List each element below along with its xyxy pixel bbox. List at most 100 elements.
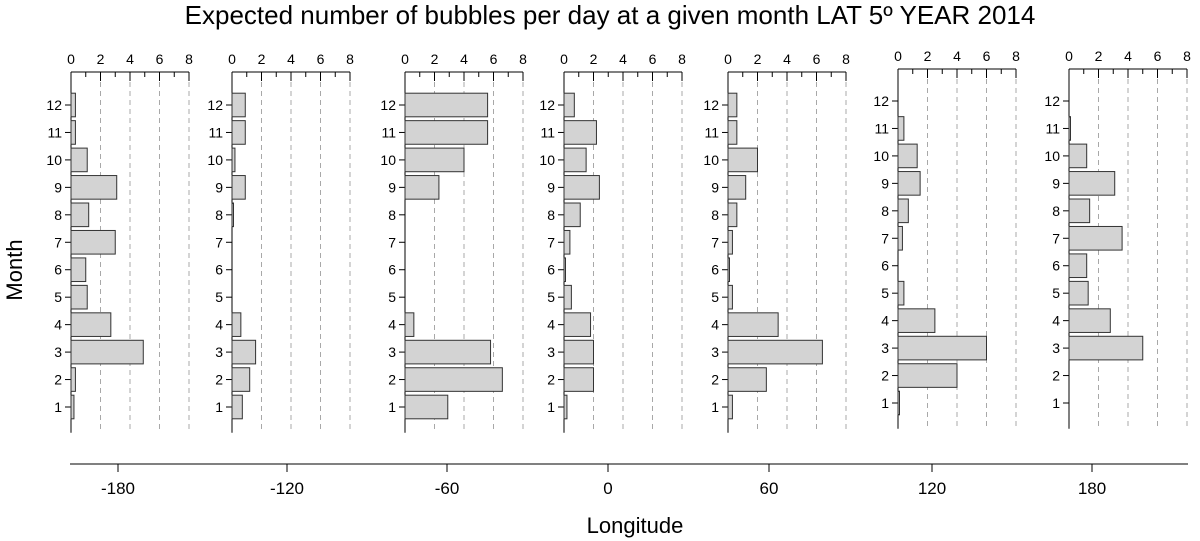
longitude-tick-label: -120 (270, 479, 304, 498)
bar (727, 229, 733, 255)
bubble-axis-tick-label: 6 (1154, 48, 1162, 64)
month-tick-label: 4 (547, 317, 555, 333)
month-tick-label: 1 (54, 399, 62, 415)
month-tick-label: 5 (547, 289, 555, 305)
bar (1068, 171, 1116, 196)
bar (70, 229, 116, 255)
bar (231, 202, 234, 228)
month-tick-label: 1 (388, 399, 396, 415)
month-tick-label: 3 (547, 344, 555, 360)
bar (231, 92, 246, 118)
month-tick-label: 9 (54, 179, 62, 195)
bar (231, 339, 257, 365)
bubble-axis-tick-label: 2 (590, 51, 598, 67)
bar (1068, 225, 1123, 251)
month-tick-label: 10 (703, 152, 719, 168)
bubble-axis-tick-label: 8 (842, 51, 850, 67)
month-tick-label: 5 (711, 289, 719, 305)
bar (1068, 116, 1071, 141)
bar (897, 335, 987, 361)
month-tick-label: 2 (881, 368, 889, 384)
bar (727, 257, 730, 283)
bar (563, 284, 572, 310)
bar (404, 339, 492, 365)
month-tick-label: 5 (881, 285, 889, 301)
month-tick-label: 1 (547, 399, 555, 415)
month-tick-label: 3 (1052, 340, 1060, 356)
month-tick-label: 2 (1052, 368, 1060, 384)
month-tick-label: 10 (207, 152, 223, 168)
month-tick-label: 9 (547, 179, 555, 195)
month-tick-label: 12 (1044, 93, 1060, 109)
month-tick-label: 11 (208, 124, 223, 140)
bubble-axis-tick-label: 4 (783, 51, 791, 67)
month-tick-label: 12 (380, 97, 396, 113)
month-tick-label: 3 (711, 344, 719, 360)
month-tick-label: 9 (881, 175, 889, 191)
bar (404, 92, 489, 118)
month-tick-label: 10 (1044, 148, 1060, 164)
month-tick-label: 7 (711, 234, 719, 250)
bar (727, 175, 747, 200)
month-tick-label: 8 (881, 203, 889, 219)
bubble-axis-tick-label: 4 (460, 51, 468, 67)
bar (70, 257, 87, 283)
bar (727, 367, 767, 392)
bar (1068, 253, 1088, 279)
month-tick-label: 4 (1052, 313, 1060, 329)
month-tick-label: 8 (388, 207, 396, 223)
bubble-axis-tick-label: 2 (97, 51, 105, 67)
month-tick-label: 7 (388, 234, 396, 250)
bar (1068, 308, 1111, 333)
month-tick-label: 11 (704, 124, 719, 140)
bar (70, 147, 88, 173)
month-tick-label: 2 (388, 372, 396, 388)
bar (897, 308, 936, 333)
bar (897, 225, 903, 251)
bubble-axis-tick-label: 0 (894, 48, 902, 64)
bar (1068, 335, 1144, 361)
bar (897, 390, 900, 416)
bar (404, 312, 415, 337)
bar (1068, 198, 1091, 224)
month-tick-label: 6 (215, 262, 223, 278)
longitude-tick-label: 0 (603, 479, 612, 498)
month-tick-label: 7 (1052, 230, 1060, 246)
bubble-axis-tick-label: 0 (228, 51, 236, 67)
bar (70, 312, 112, 337)
bar (70, 339, 144, 365)
bar (563, 92, 575, 118)
month-tick-label: 7 (54, 234, 62, 250)
month-tick-label: 9 (711, 179, 719, 195)
month-tick-label: 7 (547, 234, 555, 250)
bubble-axis-tick-label: 4 (126, 51, 134, 67)
x-axis-label: Longitude (587, 513, 684, 538)
bubble-axis-tick-label: 8 (1012, 48, 1020, 64)
bar (70, 367, 76, 392)
bar (563, 202, 581, 228)
bubble-axis-tick-label: 8 (1183, 48, 1191, 64)
bar (897, 171, 921, 196)
month-tick-label: 8 (215, 207, 223, 223)
month-tick-label: 6 (54, 262, 62, 278)
month-tick-label: 10 (873, 148, 889, 164)
month-tick-label: 3 (215, 344, 223, 360)
month-tick-label: 5 (1052, 285, 1060, 301)
bar (563, 367, 594, 392)
month-tick-label: 1 (1052, 395, 1060, 411)
bubble-axis-tick-label: 0 (67, 51, 75, 67)
bar (563, 312, 592, 337)
month-tick-label: 4 (881, 313, 889, 329)
month-tick-label: 11 (47, 124, 62, 140)
month-tick-label: 11 (1045, 120, 1060, 136)
month-tick-label: 10 (46, 152, 62, 168)
bar (727, 120, 738, 145)
month-tick-label: 2 (54, 372, 62, 388)
bubble-axis-tick-label: 0 (724, 51, 732, 67)
bar (404, 147, 465, 173)
